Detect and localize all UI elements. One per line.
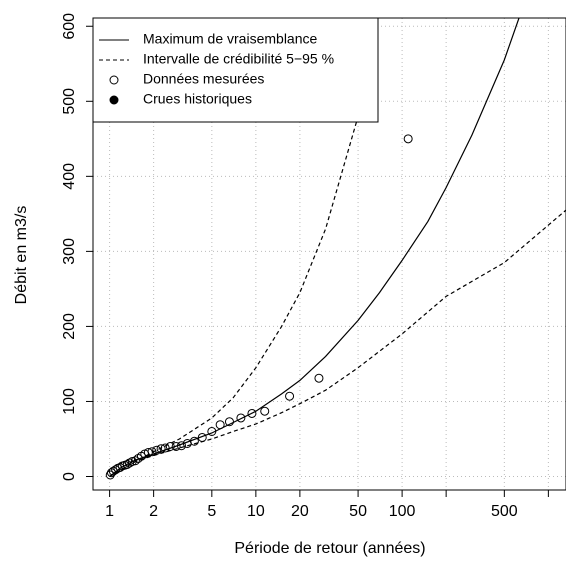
data-point bbox=[207, 426, 217, 436]
legend-marker bbox=[109, 75, 119, 85]
y-tick-label: 100 bbox=[61, 388, 78, 415]
x-tick-label: 10 bbox=[247, 503, 265, 520]
legend-label: Crues historiques bbox=[143, 91, 252, 107]
data-point bbox=[122, 459, 132, 469]
data-point bbox=[108, 466, 118, 476]
data-point bbox=[224, 417, 234, 427]
x-tick-label: 5 bbox=[207, 503, 216, 520]
data-point bbox=[152, 445, 162, 455]
curve bbox=[109, 18, 520, 477]
x-tick-label: 2 bbox=[149, 503, 158, 520]
data-point bbox=[260, 406, 270, 416]
data-point bbox=[130, 456, 140, 466]
y-axis-title: Débit en m3/s bbox=[13, 206, 30, 305]
x-tick-label: 1 bbox=[105, 503, 114, 520]
data-point bbox=[147, 447, 157, 457]
x-axis-title: Période de retour (années) bbox=[234, 540, 425, 557]
data-point bbox=[133, 453, 143, 463]
y-tick-label: 400 bbox=[61, 163, 78, 190]
y-tick-label: 600 bbox=[61, 13, 78, 40]
data-point bbox=[125, 458, 135, 468]
data-point bbox=[176, 441, 186, 451]
data-point bbox=[156, 444, 166, 454]
legend-marker bbox=[109, 95, 119, 105]
data-point bbox=[143, 447, 153, 457]
data-point bbox=[247, 408, 257, 418]
data-point bbox=[403, 134, 413, 144]
x-tick-label: 500 bbox=[491, 503, 518, 520]
data-point bbox=[189, 436, 199, 446]
y-tick-label: 300 bbox=[61, 238, 78, 265]
data-point bbox=[197, 432, 207, 442]
data-point bbox=[236, 413, 246, 423]
x-tick-label: 100 bbox=[389, 503, 416, 520]
legend-label: Intervalle de crédibilité 5−95 % bbox=[143, 51, 334, 67]
data-point bbox=[215, 420, 225, 430]
y-tick-label: 200 bbox=[61, 313, 78, 340]
data-point bbox=[111, 465, 121, 475]
data-point bbox=[285, 391, 295, 401]
y-tick-label: 0 bbox=[61, 472, 78, 481]
legend-box bbox=[92, 17, 379, 123]
y-tick-label: 500 bbox=[61, 88, 78, 115]
data-point bbox=[165, 441, 175, 451]
data-point bbox=[314, 373, 324, 383]
curve bbox=[109, 209, 566, 478]
x-tick-label: 50 bbox=[349, 503, 367, 520]
data-point bbox=[171, 441, 181, 451]
legend-label: Données mesurées bbox=[143, 71, 264, 87]
data-point bbox=[160, 443, 170, 453]
x-tick-label: 20 bbox=[291, 503, 309, 520]
legend-label: Maximum de vraisemblance bbox=[143, 31, 317, 47]
